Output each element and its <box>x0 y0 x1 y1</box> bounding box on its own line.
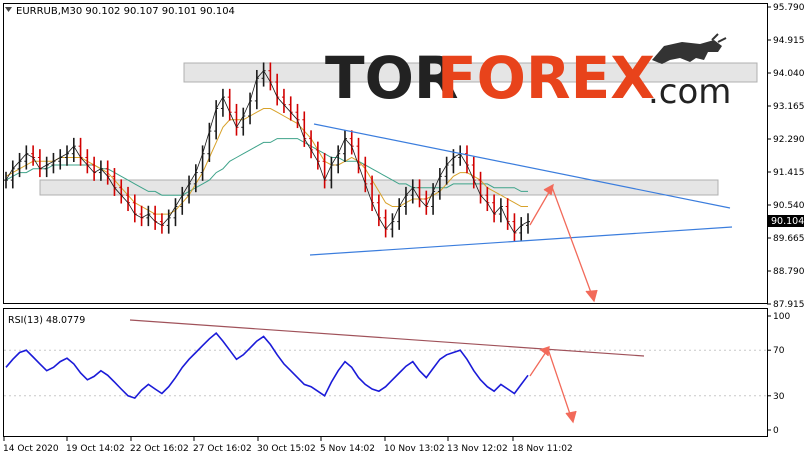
price-panel <box>3 3 768 304</box>
rsi-forecast-arrow <box>529 346 577 424</box>
moving-average-fast <box>5 108 528 215</box>
price-tick-label: 92.290 <box>773 135 805 145</box>
rsi-line <box>5 331 529 400</box>
rsi-label: RSI(13) 48.0779 <box>8 315 85 326</box>
lower-trendline <box>309 226 733 256</box>
time-tick-label: 13 Nov 12:02 <box>447 444 508 454</box>
price-forecast-arrow <box>529 183 598 303</box>
price-close-line <box>5 70 529 234</box>
time-tick-label: 27 Oct 16:02 <box>193 444 252 454</box>
price-bars <box>4 62 530 242</box>
rsi-series-line <box>5 331 529 400</box>
rsi-tick-label: 30 <box>773 392 785 402</box>
price-tick-label: 88.790 <box>773 267 805 277</box>
time-tick-label: 18 Nov 11:02 <box>512 444 573 454</box>
watermark-forex: FOREX <box>437 44 655 112</box>
rsi-tick-label: 70 <box>773 346 785 356</box>
time-tick-label: 10 Nov 13:02 <box>384 444 445 454</box>
rsi-trendline <box>129 319 645 357</box>
triangle-down-icon[interactable] <box>5 7 12 12</box>
time-tick-label: 22 Oct 16:02 <box>130 444 189 454</box>
time-tick-label: 19 Oct 14:02 <box>66 444 125 454</box>
resistance-zone <box>183 62 758 83</box>
time-tick-label: 30 Oct 15:02 <box>257 444 316 454</box>
price-tick-label: 87.915 <box>773 300 805 310</box>
price-tick-label: 94.915 <box>773 36 805 46</box>
watermark-com: .com <box>648 72 731 112</box>
ma-fast-line <box>5 108 528 215</box>
price-axis: 95.790 94.915 94.040 93.165 92.290 91.415 90.5… <box>767 3 805 310</box>
price-tick-label: 91.415 <box>773 168 805 178</box>
time-tick-label: 14 Oct 2020 <box>3 444 59 454</box>
time-tick-label: 5 Nov 14:02 <box>320 444 375 454</box>
torforex-watermark: TOR FOREX .com <box>325 33 731 112</box>
current-price-value: 90.104 <box>771 216 804 227</box>
bull-icon <box>652 33 727 64</box>
price-tick-label: 94.040 <box>773 69 805 79</box>
symbol-info: EURRUB,M30 90.102 90.107 90.101 90.104 <box>16 6 235 17</box>
current-price-tag: 90.104 <box>768 215 804 227</box>
rsi-axis: 100 70 30 0 <box>4 312 790 436</box>
time-axis: 14 Oct 2020 19 Oct 14:02 22 Oct 16:02 27 Oc… <box>3 437 573 454</box>
price-tick-label: 89.665 <box>773 234 805 244</box>
price-tick-label: 93.165 <box>773 102 805 112</box>
price-tick-label: 90.540 <box>773 201 805 211</box>
rsi-tick-label: 0 <box>773 426 779 436</box>
upper-trendline <box>313 123 731 209</box>
rsi-tick-label: 100 <box>773 312 790 322</box>
rsi-panel <box>3 308 768 437</box>
watermark-tor: TOR <box>325 44 459 112</box>
price-tick-label: 95.790 <box>773 3 805 13</box>
